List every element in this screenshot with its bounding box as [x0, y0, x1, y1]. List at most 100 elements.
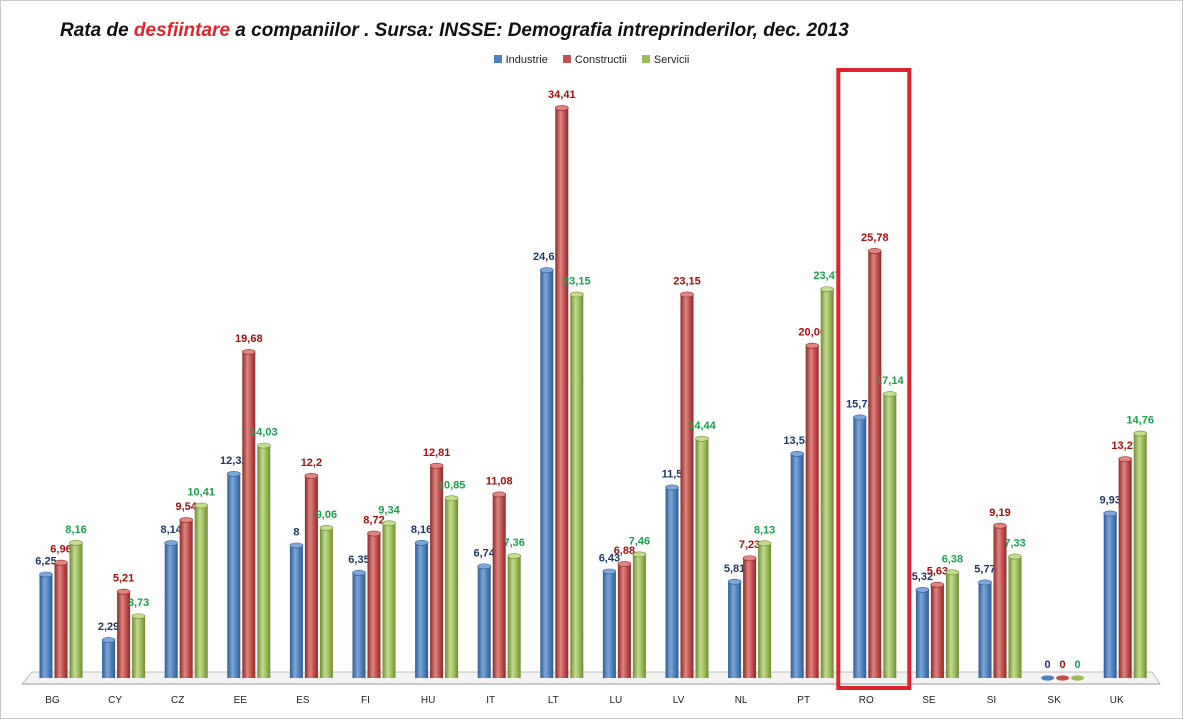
bar-cap	[367, 530, 381, 537]
bar-industrie-it	[477, 566, 491, 678]
bar-cap	[382, 520, 396, 527]
data-label: 24,62	[533, 251, 561, 263]
legend-swatch-constructii	[562, 55, 571, 63]
data-label: 23,15	[563, 276, 591, 288]
data-label: 5,63	[927, 566, 948, 578]
bar-servicii-cy	[132, 616, 146, 678]
data-label: 8,13	[754, 524, 775, 536]
bar-cap	[930, 581, 945, 588]
bar-constructii-se	[930, 584, 944, 678]
bar-industrie-fi	[352, 572, 366, 678]
x-tick-label: SI	[987, 695, 996, 706]
bar-cap	[352, 569, 366, 576]
bar-constructii-uk	[1118, 459, 1132, 678]
bar-servicii-hu	[445, 498, 459, 678]
bar-cap	[69, 539, 83, 546]
data-label: 8,14	[160, 524, 182, 536]
bar-cap	[915, 586, 930, 593]
data-label: 8,72	[363, 515, 384, 527]
bar-industrie-uk	[1103, 513, 1117, 678]
data-label: 23,15	[673, 276, 701, 288]
data-label: 14,44	[688, 420, 716, 432]
data-label: 19,68	[235, 333, 263, 345]
x-tick-label: UK	[1110, 695, 1124, 706]
data-label: 7,23	[739, 539, 760, 551]
data-label: 13,21	[1111, 440, 1139, 452]
data-label: 9,54	[175, 501, 197, 513]
x-tick-label: CZ	[171, 695, 184, 706]
legend-swatch-industrie	[493, 55, 502, 63]
data-label: 11,5	[662, 469, 683, 481]
x-tick-label: SE	[922, 695, 936, 706]
bar-servicii-nl	[758, 543, 772, 678]
bar-cap	[414, 539, 429, 546]
data-label: 25,78	[861, 232, 889, 244]
bar-cap	[727, 578, 742, 585]
bar-cap	[507, 553, 522, 559]
bar-cap	[757, 540, 772, 547]
bar-servicii-se	[945, 572, 959, 678]
bar-servicii-pt	[820, 289, 834, 678]
data-label: 6,43	[599, 552, 620, 564]
bar-servicii-it	[507, 556, 521, 678]
bar-industrie-lu	[602, 571, 616, 678]
data-label: 14,76	[1126, 415, 1154, 427]
x-tick-label: EE	[234, 695, 248, 706]
bar-cap	[617, 561, 632, 567]
data-label: 8	[293, 526, 299, 538]
bar-cap	[978, 579, 992, 586]
data-label: 12,81	[423, 447, 451, 459]
legend-label-constructii: Constructii	[574, 54, 627, 66]
bar-cap	[444, 495, 459, 502]
bar-constructii-nl	[743, 558, 757, 678]
data-label: 6,88	[614, 545, 635, 557]
legend-item-industrie: Industrie	[493, 54, 548, 66]
title-part-1: Rata de	[60, 20, 134, 41]
bar-servicii-sk	[1071, 675, 1085, 681]
bar-cap	[429, 462, 444, 469]
data-label: 6,74	[473, 547, 495, 559]
bar-constructii-ro	[868, 250, 882, 678]
data-label: 2,29	[98, 621, 119, 633]
x-tick-label: LV	[673, 695, 685, 706]
data-label: 12,2	[301, 457, 322, 469]
bar-servicii-es	[319, 527, 333, 678]
data-label: 7,46	[629, 535, 650, 547]
data-label: 8,16	[65, 524, 86, 536]
bar-constructii-lt	[555, 108, 569, 678]
data-label: 9,19	[989, 507, 1010, 519]
bar-constructii-cy	[117, 591, 131, 678]
data-label: 13,53	[783, 435, 811, 447]
bar-cap	[319, 525, 334, 531]
bar-cap	[632, 551, 647, 558]
bar-cap	[790, 450, 805, 457]
data-label: 7,36	[503, 537, 524, 549]
bar-constructii-lu	[617, 564, 631, 678]
data-label: 5,81	[724, 563, 745, 575]
data-label: 5,21	[113, 573, 134, 585]
data-label: 23,47	[813, 270, 841, 282]
bar-cap	[742, 555, 757, 562]
bar-servicii-uk	[1133, 433, 1147, 678]
bar-industrie-ee	[227, 473, 241, 678]
bar-cap	[101, 637, 116, 643]
highlight-box-ro	[836, 68, 912, 690]
data-label: 0	[1075, 659, 1081, 671]
data-label: 10,85	[438, 479, 466, 491]
bar-cap	[227, 471, 241, 477]
bar-cap	[1118, 456, 1132, 463]
x-tick-label: ES	[296, 695, 310, 706]
bar-cap	[882, 391, 897, 397]
bar-cap	[680, 291, 694, 298]
bar-cap	[1133, 430, 1147, 437]
data-label: 10,41	[187, 487, 215, 499]
bar-cap	[131, 613, 146, 620]
bar-cap	[665, 484, 679, 491]
x-tick-label: IT	[486, 695, 495, 706]
bar-cap	[304, 473, 319, 479]
bar-industrie-ro	[853, 417, 867, 678]
bar-constructii-es	[304, 475, 318, 678]
bar-cap	[54, 559, 68, 566]
bar-cap	[539, 267, 554, 274]
bar-constructii-bg	[54, 562, 68, 678]
